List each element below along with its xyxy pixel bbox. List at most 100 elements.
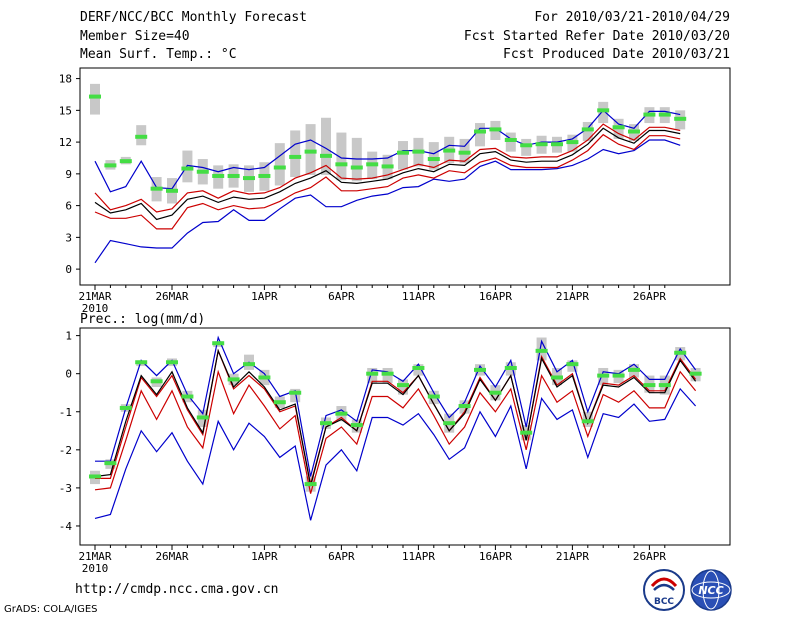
temp-median-marker	[397, 150, 409, 155]
prec-y-tick-label: -2	[59, 444, 72, 457]
prec-x-tick-label: 6APR	[328, 550, 355, 563]
prec-median-marker	[689, 371, 702, 376]
prec-line-mean	[94, 348, 697, 487]
temp-median-marker	[535, 142, 548, 147]
prec-plot-frame	[79, 327, 731, 546]
temp-median-marker	[381, 164, 394, 169]
prec-median-marker	[658, 383, 671, 388]
temp-year-label: 2010	[82, 302, 109, 315]
temp-median-marker	[196, 169, 209, 174]
grads-credit: GrADS: COLA/IGES	[4, 604, 98, 615]
temp-median-marker	[150, 186, 163, 191]
temp-line-lower	[94, 133, 681, 230]
prec-panel-title: Prec.: log(mm/d)	[80, 312, 205, 327]
temp-median-marker	[243, 176, 255, 181]
prec-median-marker	[674, 350, 687, 355]
temp-median-marker	[273, 165, 286, 170]
prec-median-marker	[551, 375, 563, 380]
temp-x-tick-label: 16APR	[479, 290, 512, 303]
prec-median-marker	[273, 400, 286, 405]
temp-x-tick-label: 21APR	[556, 290, 589, 303]
prec-median-marker	[520, 430, 533, 435]
ncc-logo-text: NCC	[698, 584, 723, 597]
prec-y-tick-label: -4	[59, 520, 73, 533]
prec-y-tick-label: 1	[65, 330, 72, 343]
prec-median-marker	[474, 367, 486, 372]
prec-median-marker	[104, 461, 117, 466]
temp-median-marker	[581, 127, 594, 132]
ncc-logo: NCC	[690, 569, 732, 611]
prec-y-tick-label: 0	[65, 368, 72, 381]
temp-median-marker	[304, 149, 317, 154]
prec-median-marker	[320, 421, 332, 426]
bcc-logo: BCC	[643, 569, 685, 611]
temp-median-marker	[674, 116, 687, 121]
prec-x-tick-label: 21APR	[556, 550, 589, 563]
prec-median-marker	[166, 360, 178, 365]
prec-median-marker	[350, 423, 363, 428]
temp-median-marker	[320, 153, 332, 158]
prec-median-marker	[581, 419, 594, 424]
temp-y-tick-label: 6	[65, 200, 72, 213]
source-url[interactable]: http://cmdp.ncc.cma.gov.cn	[75, 582, 279, 597]
prec-median-marker	[135, 360, 148, 365]
temp-median-marker	[504, 137, 517, 142]
temp-median-marker	[166, 188, 178, 193]
forecast-produced-date: Fcst Produced Date 2010/03/21	[503, 47, 730, 62]
prec-median-marker	[412, 365, 425, 370]
temp-line-upper	[94, 123, 681, 213]
temp-ensemble-box	[305, 124, 316, 175]
temp-median-marker	[366, 162, 379, 167]
temp-ensemble-box	[398, 141, 408, 170]
temp-median-marker	[628, 129, 640, 134]
forecast-started-date: Fcst Started Refer Date 2010/03/20	[463, 29, 730, 44]
prec-median-marker	[335, 411, 348, 416]
prec-median-marker	[489, 390, 502, 395]
temp-ensemble-box	[290, 130, 301, 178]
prec-median-marker	[243, 362, 255, 367]
prec-median-marker	[212, 341, 225, 346]
prec-line-lower	[94, 369, 697, 494]
temp-median-marker	[443, 148, 456, 153]
temp-ensemble-box	[505, 132, 516, 152]
temp-line-max	[94, 109, 681, 193]
chart-title: DERF/NCC/BCC Monthly Forecast	[80, 10, 307, 25]
temp-median-marker	[566, 140, 579, 145]
prec-median-marker	[597, 373, 610, 378]
temp-ensemble-box	[582, 121, 593, 142]
temp-median-marker	[181, 166, 194, 171]
prec-median-marker	[381, 371, 394, 376]
prec-median-marker	[643, 383, 656, 388]
temp-plot-frame	[79, 67, 731, 286]
prec-median-marker	[181, 394, 194, 399]
prec-median-marker	[258, 375, 271, 380]
temp-ensemble-box	[336, 132, 347, 181]
prec-median-marker	[612, 373, 625, 378]
temp-median-marker	[350, 165, 363, 170]
temp-line-mean	[94, 127, 681, 221]
temp-median-marker	[643, 112, 656, 117]
prec-median-marker	[289, 390, 302, 395]
temp-median-marker	[489, 127, 502, 132]
temp-median-marker	[212, 173, 225, 178]
temp-median-marker	[427, 157, 440, 162]
temp-ensemble-box	[521, 138, 532, 156]
temp-y-tick-label: 15	[59, 104, 72, 117]
prec-median-marker	[443, 421, 456, 426]
prec-x-tick-label: 1APR	[251, 550, 278, 563]
prec-median-marker	[504, 365, 517, 370]
prec-median-marker	[196, 415, 209, 420]
temp-median-marker	[227, 173, 240, 178]
temp-median-marker	[412, 149, 425, 154]
member-size-label: Member Size=40	[80, 29, 190, 44]
prec-median-marker	[427, 394, 440, 399]
prec-median-marker	[89, 474, 101, 479]
prec-median-marker	[535, 348, 548, 353]
temp-median-marker	[135, 134, 148, 139]
temp-ensemble-box	[90, 83, 100, 115]
prec-median-marker	[119, 405, 132, 410]
prec-x-tick-label: 21MAR	[78, 550, 111, 563]
temp-x-tick-label: 26APR	[633, 290, 666, 303]
prec-ensemble-box	[290, 388, 301, 403]
temp-median-marker	[474, 129, 486, 134]
